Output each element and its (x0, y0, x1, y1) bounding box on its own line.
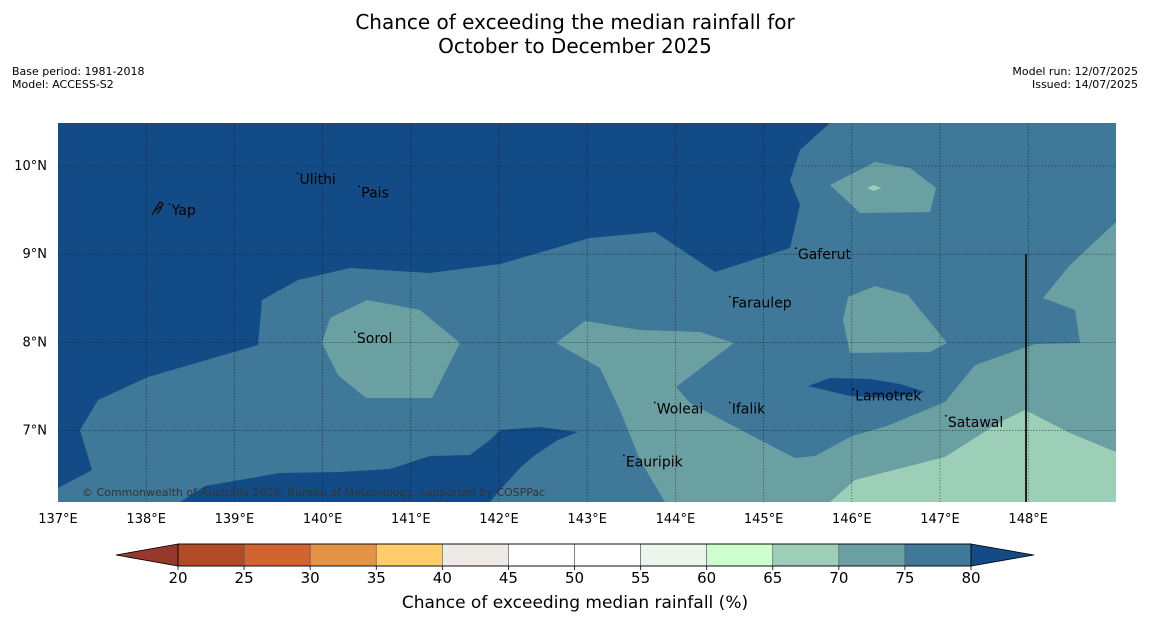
colorbar-under-arrow (115, 543, 179, 567)
colorbar-tick-label: 55 (631, 569, 650, 587)
longitude-tick-labels: 137°E 138°E 139°E 140°E 141°E 142°E 143°E 144°E… (38, 512, 1048, 527)
place-marker (852, 388, 855, 391)
title-line-1: Chance of exceeding the median rainfall … (355, 10, 795, 34)
issued-text: Issued: 14/07/2025 (1031, 78, 1138, 91)
lon-tick-label: 140°E (303, 512, 343, 527)
lat-tick-label: 9°N (23, 247, 48, 262)
map-area: Yap Ulithi Pais Gaferut Faraulep Sorol Lamotre… (58, 123, 1116, 502)
base-period-text: Base period: 1981-2018 (12, 65, 145, 78)
yap-coastline (151, 201, 164, 216)
place-label: Woleai (657, 402, 704, 418)
place-label: Sorol (357, 331, 392, 347)
colorbar-swatch (904, 543, 972, 567)
lon-tick-label: 137°E (38, 512, 78, 527)
field-60-65-dot (867, 185, 881, 191)
graticule (58, 123, 1116, 502)
place-marker (353, 331, 356, 333)
colorbar-swatch (508, 543, 575, 567)
meta-right-block: Model run: 12/07/2025 Issued: 14/07/2025 (1012, 65, 1138, 91)
lon-tick-label: 148°E (1008, 512, 1048, 527)
colorbar-tick-label: 25 (235, 569, 254, 587)
meta-left-block: Base period: 1981-2018 Model: ACCESS-S2 (12, 65, 144, 91)
place-marker (168, 203, 171, 206)
colorbar-swatch (177, 543, 245, 567)
field-65-70-sorol (322, 300, 460, 398)
map-title: Chance of exceeding the median rainfall … (0, 10, 1150, 58)
field-65-70-north (830, 162, 936, 213)
copyright-text: © Commonwealth of Australia 2025, Bureau… (82, 486, 545, 499)
colorbar-tick-label: 35 (367, 569, 386, 587)
colorbar: 20 25 30 35 40 45 50 55 60 65 70 75 80 (115, 543, 1035, 587)
place-label: Yap (171, 203, 196, 219)
lon-tick-label: 147°E (920, 512, 960, 527)
place-label: Satawal (948, 415, 1003, 431)
colorbar-tick-label: 20 (168, 569, 187, 587)
field-65-70-south (556, 222, 1116, 502)
lat-tick-label: 7°N (23, 424, 48, 439)
lon-tick-label: 144°E (656, 512, 696, 527)
place-labels: Yap Ulithi Pais Gaferut Faraulep Sorol Lamotre… (168, 172, 1003, 470)
field-75-80-lamotrek (808, 378, 925, 398)
place-marker (794, 247, 797, 250)
colorbar-tick-label: 65 (763, 569, 782, 587)
model-text: Model: ACCESS-S2 (12, 78, 114, 91)
place-marker (358, 185, 361, 188)
colorbar-tick-label: 70 (829, 569, 848, 587)
colorbar-swatch (243, 543, 311, 567)
colorbar-swatch (640, 543, 707, 567)
colorbar-tick-label: 50 (565, 569, 584, 587)
place-label: Eauripik (626, 454, 684, 470)
colorbar-tick-label: 75 (895, 569, 914, 587)
colorbar-swatch (706, 543, 774, 567)
colorbar-swatch (838, 543, 906, 567)
place-marker (728, 295, 731, 298)
colorbar-tick-label: 80 (961, 569, 980, 587)
lon-tick-label: 142°E (479, 512, 519, 527)
place-label: Pais (361, 185, 389, 201)
place-marker (653, 401, 656, 404)
lat-tick-label: 10°N (14, 159, 47, 174)
place-label: Ulithi (300, 172, 336, 188)
colorbar-tick-label: 40 (433, 569, 452, 587)
colorbar-swatch (772, 543, 840, 567)
colorbar-swatch (574, 543, 641, 567)
place-marker (728, 401, 731, 404)
lon-tick-label: 143°E (567, 512, 607, 527)
place-label: Lamotrek (855, 388, 922, 404)
colorbar-tick-label: 30 (301, 569, 320, 587)
colorbar-swatch (442, 543, 509, 567)
lon-tick-label: 146°E (832, 512, 872, 527)
field-75-80-southwest (180, 427, 578, 502)
title-line-2: October to December 2025 (438, 34, 712, 58)
place-marker (622, 454, 625, 457)
colorbar-label: Chance of exceeding median rainfall (%) (401, 593, 749, 613)
model-run-text: Model run: 12/07/2025 (1012, 65, 1138, 78)
lon-tick-label: 139°E (215, 512, 255, 527)
colorbar-tick-label: 60 (697, 569, 716, 587)
colorbar-over-arrow (970, 543, 1035, 567)
latitude-tick-labels: 10°N 9°N 8°N 7°N (14, 159, 47, 439)
place-label: Gaferut (798, 247, 852, 263)
field-65-70-east-blob (843, 286, 947, 353)
place-marker (296, 172, 299, 175)
lon-tick-label: 145°E (744, 512, 784, 527)
colorbar-swatch (375, 543, 443, 567)
place-marker (944, 414, 947, 417)
lon-tick-label: 138°E (126, 512, 166, 527)
place-label: Ifalik (732, 402, 766, 418)
place-label: Faraulep (732, 296, 792, 312)
lon-tick-label: 141°E (391, 512, 431, 527)
colorbar-tick-label: 45 (499, 569, 518, 587)
lat-tick-label: 8°N (23, 335, 48, 350)
field-60-65-southeast (830, 410, 1116, 502)
colorbar-swatch (309, 543, 377, 567)
